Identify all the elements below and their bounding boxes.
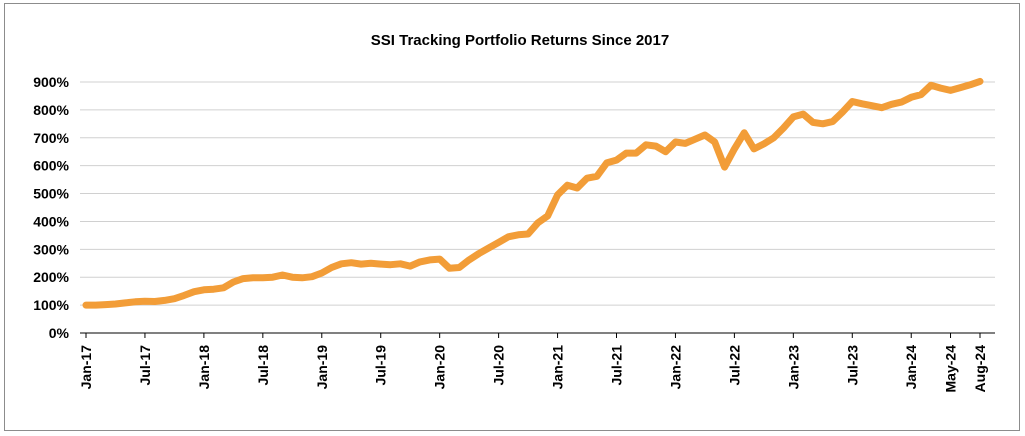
- x-tick-label: Jul-20: [491, 345, 507, 386]
- x-tick-label: Jul-17: [137, 345, 153, 386]
- y-tick-label: 600%: [33, 158, 69, 174]
- gridlines: [80, 81, 995, 334]
- x-tick-label: Jan-24: [903, 345, 919, 390]
- y-tick-label: 300%: [33, 241, 69, 257]
- x-tick-label: May-24: [943, 345, 959, 393]
- series-line: [82, 77, 984, 309]
- x-tick-label: Jan-18: [196, 345, 212, 390]
- y-tick-label: 700%: [33, 130, 69, 146]
- y-axis-ticks: 0% 100% 200% 300% 400% 500% 600% 700% 800% 900%: [33, 74, 69, 341]
- x-tick-label: Jan-22: [667, 345, 683, 390]
- series-layer: [82, 77, 984, 309]
- chart-title: SSI Tracking Portfolio Returns Since 201…: [371, 32, 669, 49]
- x-tick-label: Aug-24: [972, 345, 988, 393]
- x-tick-label: Jan-17: [78, 345, 94, 390]
- y-tick-label: 500%: [33, 186, 69, 202]
- x-tick-label: Jan-23: [785, 345, 801, 390]
- x-tick-label: Jan-20: [432, 345, 448, 390]
- x-tick-label: Jul-18: [255, 345, 271, 386]
- chart-frame: [4, 3, 1020, 431]
- y-tick-label: 400%: [33, 213, 69, 229]
- x-axis-ticks: Jan-17 Jul-17 Jan-18 Jul-18 Jan-19 Jul-19 Jan-…: [78, 333, 988, 392]
- x-tick-label: Jul-21: [609, 345, 625, 386]
- y-tick-label: 800%: [33, 102, 69, 118]
- x-tick-label: Jan-19: [314, 345, 330, 390]
- x-tick-label: Jul-23: [844, 345, 860, 386]
- y-tick-label: 200%: [33, 269, 69, 285]
- y-tick-label: 900%: [33, 74, 69, 90]
- x-tick-label: Jul-22: [726, 345, 742, 386]
- y-tick-label: 100%: [33, 297, 69, 313]
- x-tick-label: Jan-21: [550, 345, 566, 390]
- x-tick-label: Jul-19: [373, 345, 389, 386]
- y-tick-label: 0%: [49, 325, 70, 341]
